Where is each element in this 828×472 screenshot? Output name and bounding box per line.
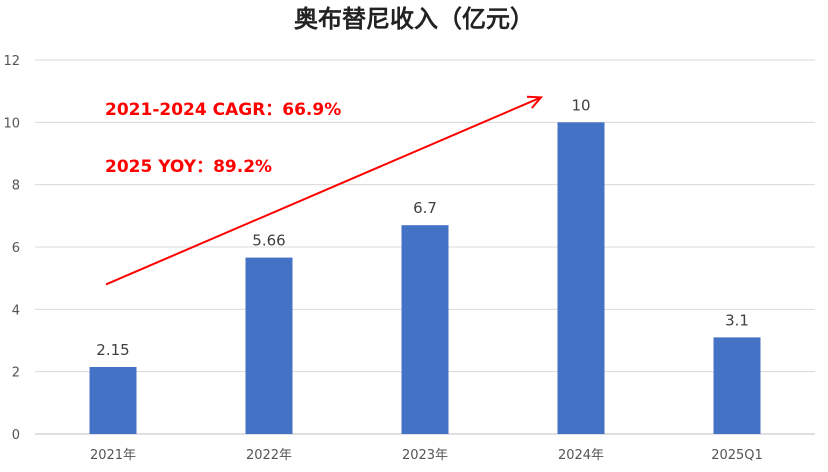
data-label: 6.7 (413, 199, 437, 217)
y-tick-label: 4 (12, 303, 20, 318)
bar (89, 366, 137, 434)
bar (557, 122, 605, 434)
x-axis: 2021年 2022年 2023年 2024年 2025Q1 (90, 448, 763, 463)
data-label: 2.15 (96, 341, 129, 359)
trend-arrow-head (526, 95, 544, 109)
bars (89, 122, 761, 434)
x-tick-label: 2023年 (402, 448, 448, 463)
chart-title: 奥布替尼收入（亿元） (294, 4, 534, 33)
bar (245, 257, 293, 434)
y-tick-label: 6 (12, 241, 20, 256)
bar (713, 337, 761, 434)
data-label: 5.66 (252, 232, 285, 250)
y-tick-label: 8 (12, 179, 20, 194)
trend-arrow-line (105, 96, 542, 286)
bar (401, 225, 449, 434)
cagr-annotation: 2021-2024 CAGR：66.9% (105, 100, 341, 120)
x-tick-label: 2024年 (558, 448, 604, 463)
data-labels: 2.15 5.66 6.7 10 3.1 (96, 96, 749, 359)
y-tick-label: 0 (12, 428, 20, 443)
x-tick-label: 2022年 (246, 448, 292, 463)
y-tick-label: 10 (3, 116, 20, 131)
y-tick-label: 2 (12, 366, 20, 381)
y-axis: 0 2 4 6 8 10 12 (3, 54, 20, 443)
x-tick-label: 2025Q1 (711, 448, 763, 463)
data-label: 10 (571, 96, 590, 114)
data-label: 3.1 (725, 311, 749, 329)
x-tick-label: 2021年 (90, 448, 136, 463)
trend-arrow (105, 95, 544, 286)
y-tick-label: 12 (3, 54, 20, 69)
yoy-annotation: 2025 YOY：89.2% (105, 157, 272, 177)
